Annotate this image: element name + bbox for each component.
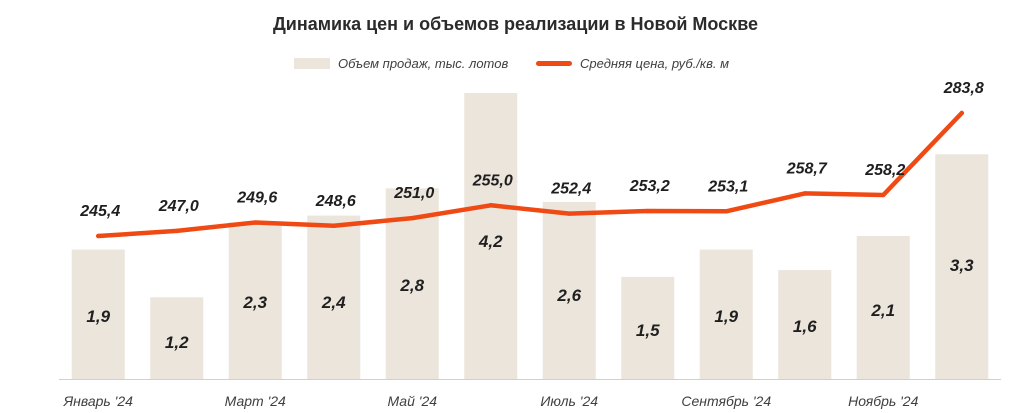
price-point	[410, 215, 415, 221]
volume-bar	[307, 215, 361, 379]
price-value-label: 253,1	[707, 178, 748, 195]
price-point	[724, 209, 729, 214]
bar-value-label: 2,6	[556, 286, 581, 305]
x-tick-label: Ноябрь '24	[848, 393, 918, 409]
bar-value-label: 2,4	[321, 293, 346, 312]
legend-swatch-price	[536, 61, 572, 66]
bar-value-label: 1,9	[86, 307, 110, 326]
x-tick-label: Май '24	[387, 393, 437, 409]
price-line	[96, 110, 965, 239]
bar-value-label: 1,2	[165, 333, 189, 352]
bar-value-label: 2,3	[242, 293, 267, 312]
legend-item-volume: Объем продаж, тыс. лотов	[294, 56, 508, 71]
price-value-label: 248,6	[315, 193, 356, 210]
legend: Объем продаж, тыс. лотов Средняя цена, р…	[0, 56, 1031, 76]
x-tick-label: Январь '24	[63, 393, 134, 409]
price-value-label: 247,0	[158, 198, 199, 215]
bar-value-label: 3,3	[950, 256, 974, 275]
bar-value-label: 4,2	[478, 232, 503, 251]
price-value-label: 245,4	[79, 203, 120, 220]
volume-bar	[150, 297, 204, 379]
price-value-label: 255,0	[472, 172, 513, 189]
x-tick-label: Сентябрь '24	[681, 393, 771, 409]
volume-bar	[935, 154, 989, 379]
price-point	[253, 220, 258, 225]
price-value-label: 283,8	[943, 80, 984, 97]
volume-bar	[856, 236, 910, 379]
price-point	[645, 208, 650, 214]
volume-bar	[778, 270, 832, 379]
x-tick-label: Июль '24	[540, 393, 598, 409]
bar-value-label: 1,5	[636, 321, 660, 340]
bar-value-label: 1,6	[793, 317, 817, 336]
bar-value-label: 2,1	[870, 301, 895, 320]
legend-label-price: Средняя цена, руб./кв. м	[580, 56, 729, 71]
volume-bar	[699, 249, 753, 379]
bar-value-label: 1,9	[714, 307, 738, 326]
price-point	[488, 203, 493, 208]
price-point	[567, 211, 572, 216]
price-value-label: 252,4	[550, 181, 591, 198]
price-point	[959, 110, 964, 116]
price-value-label: 258,7	[786, 160, 828, 177]
price-value-label: 253,2	[629, 178, 670, 195]
price-point	[96, 233, 101, 239]
price-value-label: 258,2	[864, 162, 905, 179]
legend-item-price: Средняя цена, руб./кв. м	[536, 56, 729, 71]
volume-bar	[542, 201, 596, 379]
price-point	[174, 228, 179, 234]
x-tick-label: Март '24	[225, 393, 286, 409]
price-point	[802, 191, 807, 196]
volume-bar	[621, 276, 675, 379]
volume-bar	[228, 222, 282, 379]
legend-swatch-volume	[294, 58, 330, 69]
price-value-label: 251,0	[393, 185, 434, 202]
legend-label-volume: Объем продаж, тыс. лотов	[338, 56, 509, 71]
price-value-label: 249,6	[236, 190, 277, 207]
volume-bar	[464, 93, 518, 379]
volume-bar	[71, 249, 125, 379]
price-point	[331, 223, 336, 228]
price-point	[881, 192, 886, 198]
chart-title: Динамика цен и объемов реализации в Ново…	[272, 14, 759, 34]
bar-value-label: 2,8	[399, 276, 424, 295]
